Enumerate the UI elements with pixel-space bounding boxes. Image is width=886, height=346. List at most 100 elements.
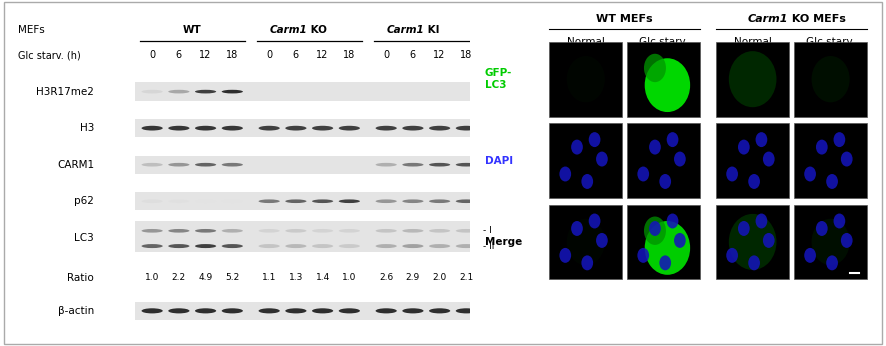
Ellipse shape [429,244,450,248]
Ellipse shape [841,233,852,248]
Ellipse shape [756,213,767,228]
Ellipse shape [168,308,190,313]
Text: 2.1: 2.1 [459,273,473,282]
Text: 5.2: 5.2 [225,273,239,282]
Ellipse shape [338,126,360,130]
Text: 2.2: 2.2 [172,273,186,282]
Ellipse shape [312,308,333,313]
Ellipse shape [812,219,850,265]
Ellipse shape [142,199,163,203]
Ellipse shape [645,221,690,275]
Text: 2.6: 2.6 [379,273,393,282]
Ellipse shape [816,140,828,155]
Ellipse shape [756,132,767,147]
Text: 18: 18 [460,50,472,60]
Bar [627,42,701,117]
Text: LC3: LC3 [74,233,94,243]
Ellipse shape [142,229,163,233]
Ellipse shape [841,152,852,166]
Text: KI: KI [424,25,439,35]
Ellipse shape [816,221,828,236]
Ellipse shape [659,255,671,270]
Text: CARM1: CARM1 [57,160,94,170]
Ellipse shape [222,163,243,166]
Ellipse shape [142,126,163,130]
Ellipse shape [402,126,424,130]
Ellipse shape [738,221,750,236]
Text: Normal: Normal [734,37,772,47]
Ellipse shape [168,244,190,248]
Ellipse shape [834,132,845,147]
Ellipse shape [455,229,477,233]
Bar [716,123,789,198]
Ellipse shape [749,174,760,189]
Bar [549,123,623,198]
Ellipse shape [812,56,850,102]
Ellipse shape [222,90,243,93]
Text: 2.0: 2.0 [432,273,447,282]
Ellipse shape [581,255,593,270]
Bar [135,156,470,174]
Bar [794,42,867,117]
Ellipse shape [637,166,649,181]
Ellipse shape [222,244,243,248]
Ellipse shape [763,233,774,248]
Text: 12: 12 [433,50,446,60]
Ellipse shape [222,308,243,313]
Text: Normal: Normal [567,37,605,47]
Text: KO MEFs: KO MEFs [788,13,845,24]
Ellipse shape [567,219,605,265]
Text: - I: - I [483,226,492,235]
Ellipse shape [645,58,690,112]
Ellipse shape [738,140,750,155]
Ellipse shape [559,166,571,181]
Bar [135,119,470,137]
Ellipse shape [195,126,216,130]
Ellipse shape [338,229,360,233]
Ellipse shape [376,199,397,203]
Ellipse shape [285,308,307,313]
Text: 4.9: 4.9 [198,273,213,282]
Bar [627,204,701,279]
Text: 12: 12 [199,50,212,60]
Ellipse shape [559,248,571,263]
Ellipse shape [649,140,661,155]
Ellipse shape [596,152,608,166]
Ellipse shape [338,308,360,313]
Ellipse shape [338,199,360,203]
Ellipse shape [376,308,397,313]
Ellipse shape [222,199,243,203]
Bar [549,204,623,279]
Text: Glc starv. (h): Glc starv. (h) [18,50,81,60]
Ellipse shape [285,199,307,203]
Ellipse shape [312,229,333,233]
Text: 0: 0 [266,50,272,60]
Ellipse shape [727,166,738,181]
Ellipse shape [195,90,216,93]
Ellipse shape [376,229,397,233]
Text: DAPI: DAPI [485,156,513,165]
Text: H3R17me2: H3R17me2 [36,86,94,97]
Text: 1.0: 1.0 [145,273,159,282]
Ellipse shape [666,132,679,147]
Text: Glc starv.: Glc starv. [806,37,855,47]
Text: 6: 6 [293,50,299,60]
Ellipse shape [749,255,760,270]
Ellipse shape [285,126,307,130]
Ellipse shape [312,126,333,130]
Text: p62: p62 [74,196,94,206]
Text: 1.1: 1.1 [262,273,276,282]
Ellipse shape [312,199,333,203]
Ellipse shape [402,244,424,248]
Ellipse shape [827,174,838,189]
Ellipse shape [222,229,243,233]
Ellipse shape [571,221,583,236]
Ellipse shape [259,199,280,203]
Text: KO: KO [307,25,327,35]
Text: Ratio: Ratio [67,273,94,283]
Ellipse shape [644,54,666,82]
Ellipse shape [567,56,605,102]
Ellipse shape [644,217,666,245]
Ellipse shape [168,199,190,203]
Ellipse shape [168,90,190,93]
